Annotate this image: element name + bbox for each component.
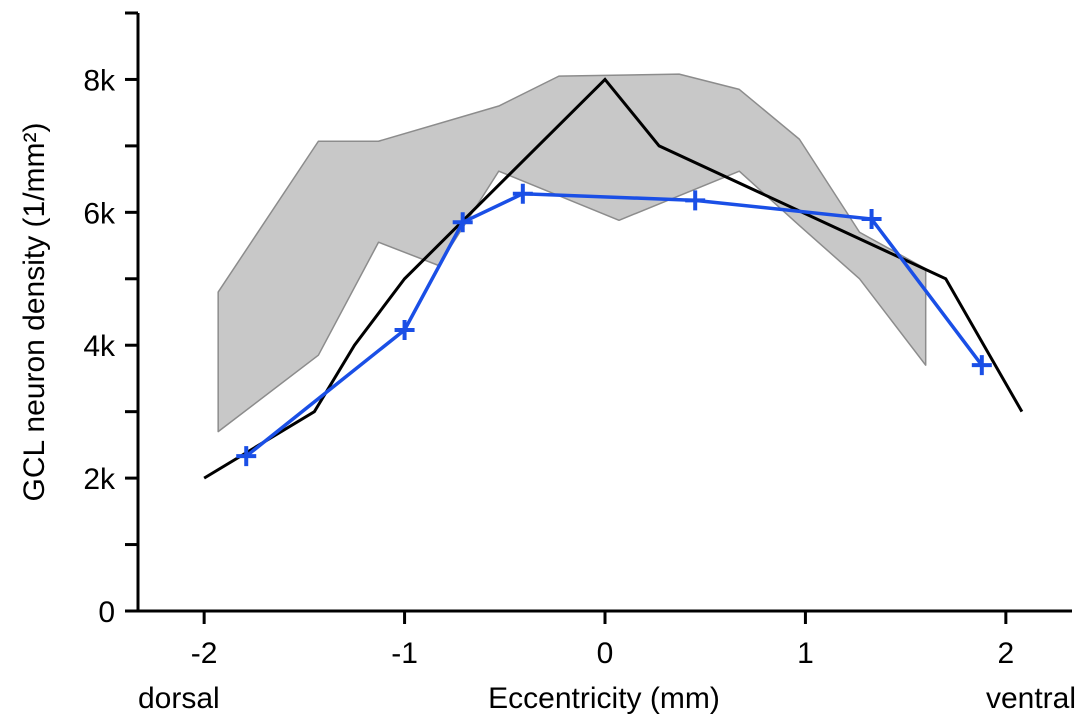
series-layer: [203, 77, 1024, 480]
range-band-area: [217, 73, 927, 433]
x-tick-label-3: 1: [797, 637, 814, 670]
shaded-range-band: [217, 73, 927, 433]
y-axis-title: GCL neuron density (1/mm²): [18, 122, 51, 501]
data-point-1-3: [512, 183, 533, 204]
x-axis-title: Eccentricity (mm): [488, 682, 720, 715]
axes: [125, 11, 1072, 624]
x-axis-right-label: ventral: [986, 682, 1076, 715]
x-tick-label-4: 2: [998, 637, 1015, 670]
x-tick-label-0: -2: [191, 637, 218, 670]
y-tick-label-4: 4k: [83, 330, 116, 363]
y-tick-label-8: 8k: [83, 64, 116, 97]
y-tick-label-6: 6k: [83, 197, 116, 230]
y-tick-label-2: 2k: [83, 463, 116, 496]
data-point-1-1: [394, 319, 415, 340]
x-axis-left-label: dorsal: [138, 682, 220, 715]
data-point-1-0: [236, 446, 257, 467]
x-tick-label-1: -1: [391, 637, 418, 670]
data-point-1-4: [685, 190, 706, 211]
data-point-1-5: [861, 208, 882, 229]
y-tick-label-0: 0: [98, 596, 115, 629]
x-tick-label-2: 0: [597, 637, 614, 670]
data-point-1-2: [452, 212, 473, 233]
data-point-1-6: [971, 355, 992, 376]
tick-labels: 0 2k 4k 6k 8k -2 -1 0 1 2: [83, 64, 1014, 670]
